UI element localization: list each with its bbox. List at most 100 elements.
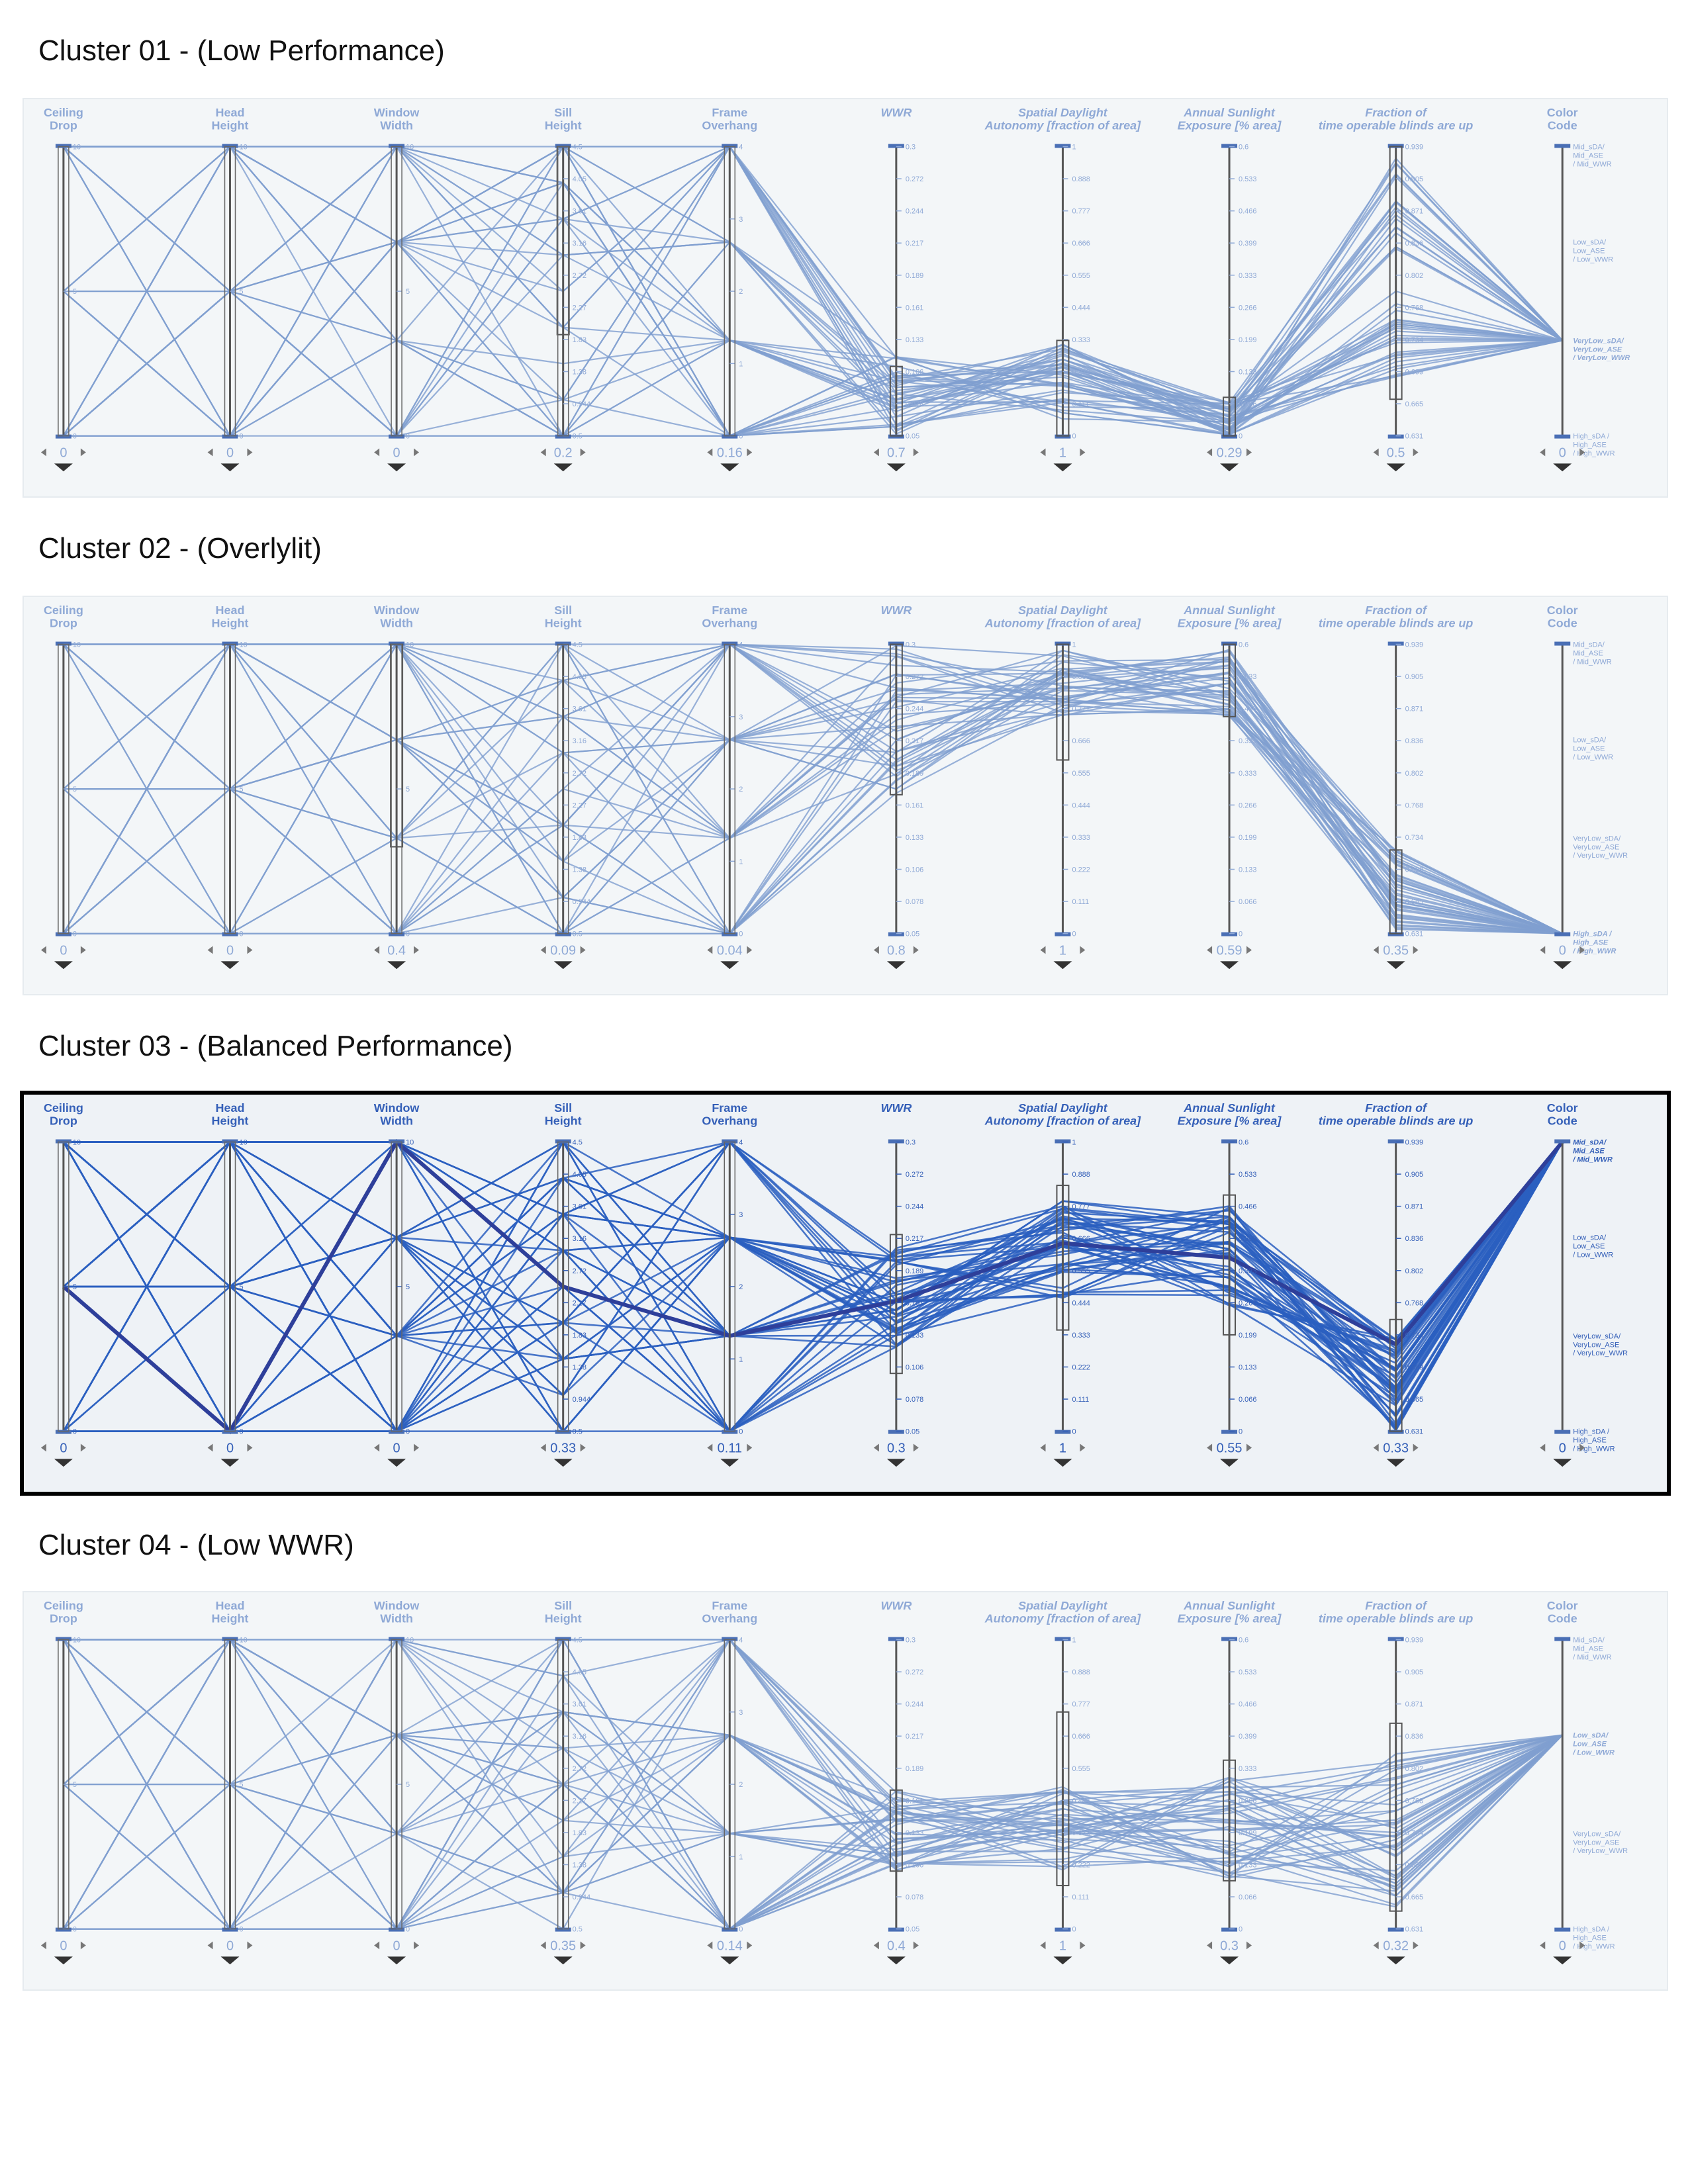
- range-value[interactable]: 0: [226, 1441, 234, 1455]
- dropdown-arrow-icon[interactable]: [553, 961, 573, 970]
- increase-arrow-icon[interactable]: [1246, 946, 1252, 954]
- highlighted-line[interactable]: [62, 1138, 1564, 1435]
- brush-selection[interactable]: [1223, 1759, 1237, 1882]
- dropdown-arrow-icon[interactable]: [1553, 1459, 1572, 1467]
- decrease-arrow-icon[interactable]: [374, 1941, 380, 1950]
- range-value[interactable]: 0.3: [1220, 1938, 1239, 1953]
- decrease-arrow-icon[interactable]: [1040, 1941, 1046, 1950]
- range-value[interactable]: 0.32: [1383, 1938, 1409, 1953]
- brush-selection[interactable]: [889, 1234, 903, 1375]
- decrease-arrow-icon[interactable]: [207, 1443, 213, 1452]
- dropdown-arrow-icon[interactable]: [1053, 463, 1072, 472]
- decrease-arrow-icon[interactable]: [1040, 1443, 1046, 1452]
- range-value[interactable]: 0: [1559, 445, 1566, 460]
- range-value[interactable]: 0: [60, 1441, 67, 1455]
- dropdown-arrow-icon[interactable]: [220, 961, 240, 970]
- increase-arrow-icon[interactable]: [1246, 1443, 1252, 1452]
- axis-wwr[interactable]: WWR 0.05 0.078 0.106 0.133 0.161 0.189 0.217 0.2…: [873, 1101, 923, 1467]
- increase-arrow-icon[interactable]: [414, 946, 420, 954]
- range-value[interactable]: 0.35: [550, 1938, 576, 1953]
- decrease-arrow-icon[interactable]: [1373, 946, 1379, 954]
- range-value[interactable]: 0: [60, 1938, 67, 1953]
- increase-arrow-icon[interactable]: [247, 448, 253, 457]
- increase-arrow-icon[interactable]: [1579, 1941, 1585, 1950]
- decrease-arrow-icon[interactable]: [40, 448, 46, 457]
- dropdown-arrow-icon[interactable]: [553, 1459, 573, 1467]
- dropdown-arrow-icon[interactable]: [387, 1459, 406, 1467]
- dropdown-arrow-icon[interactable]: [1386, 961, 1405, 970]
- decrease-arrow-icon[interactable]: [540, 448, 546, 457]
- dropdown-arrow-icon[interactable]: [720, 1956, 739, 1965]
- range-value[interactable]: 1: [1059, 1441, 1066, 1455]
- dropdown-arrow-icon[interactable]: [1553, 961, 1572, 970]
- increase-arrow-icon[interactable]: [247, 946, 253, 954]
- increase-arrow-icon[interactable]: [414, 1941, 420, 1950]
- increase-arrow-icon[interactable]: [580, 448, 586, 457]
- increase-arrow-icon[interactable]: [580, 1941, 586, 1950]
- brush-selection[interactable]: [1056, 1185, 1070, 1331]
- increase-arrow-icon[interactable]: [747, 448, 753, 457]
- dropdown-arrow-icon[interactable]: [720, 1459, 739, 1467]
- increase-arrow-icon[interactable]: [747, 1443, 753, 1452]
- increase-arrow-icon[interactable]: [1579, 1443, 1585, 1452]
- parallel-chart-1[interactable]: Ceiling Drop 0 5 10 0 Head Height 0 5 10 0 Window Wid…: [23, 98, 1668, 498]
- dropdown-arrow-icon[interactable]: [54, 1956, 73, 1965]
- dropdown-arrow-icon[interactable]: [720, 463, 739, 472]
- dropdown-arrow-icon[interactable]: [1553, 463, 1572, 472]
- brush-selection[interactable]: [1223, 1194, 1237, 1336]
- increase-arrow-icon[interactable]: [913, 1443, 919, 1452]
- range-value[interactable]: 0.14: [717, 1938, 743, 1953]
- dropdown-arrow-icon[interactable]: [1053, 1956, 1072, 1965]
- decrease-arrow-icon[interactable]: [1207, 946, 1213, 954]
- parallel-chart-2[interactable]: Ceiling Drop 0 5 10 0 Head Height 0 5 10 0 Window Wid…: [23, 596, 1668, 995]
- increase-arrow-icon[interactable]: [913, 1941, 919, 1950]
- decrease-arrow-icon[interactable]: [1373, 448, 1379, 457]
- dropdown-arrow-icon[interactable]: [387, 463, 406, 472]
- parallel-chart-4[interactable]: Ceiling Drop 0 5 10 0 Head Height 0 5 10 0 Window Wid…: [23, 1591, 1668, 1991]
- decrease-arrow-icon[interactable]: [1373, 1941, 1379, 1950]
- range-value[interactable]: 0: [226, 943, 234, 958]
- decrease-arrow-icon[interactable]: [374, 946, 380, 954]
- decrease-arrow-icon[interactable]: [40, 1941, 46, 1950]
- dropdown-arrow-icon[interactable]: [1386, 1956, 1405, 1965]
- increase-arrow-icon[interactable]: [1080, 946, 1086, 954]
- decrease-arrow-icon[interactable]: [540, 1443, 546, 1452]
- dropdown-arrow-icon[interactable]: [886, 1956, 906, 1965]
- increase-arrow-icon[interactable]: [1246, 1941, 1252, 1950]
- range-value[interactable]: 0: [226, 445, 234, 460]
- axis-wwr[interactable]: WWR 0.05 0.078 0.106 0.133 0.161 0.189 0.217 0.2…: [873, 604, 923, 970]
- decrease-arrow-icon[interactable]: [1207, 448, 1213, 457]
- range-value[interactable]: 0.04: [717, 943, 743, 958]
- range-value[interactable]: 0: [393, 445, 400, 460]
- decrease-arrow-icon[interactable]: [540, 946, 546, 954]
- dropdown-arrow-icon[interactable]: [1386, 1459, 1405, 1467]
- brush-selection[interactable]: [1223, 396, 1237, 437]
- increase-arrow-icon[interactable]: [1579, 448, 1585, 457]
- brush-selection[interactable]: [1389, 849, 1403, 934]
- range-value[interactable]: 0.29: [1217, 445, 1243, 460]
- range-value[interactable]: 0: [1559, 1938, 1566, 1953]
- increase-arrow-icon[interactable]: [80, 448, 86, 457]
- parallel-chart-3[interactable]: Ceiling Drop 0 5 10 0 Head Height 0 5 10 0 Window Wid…: [20, 1091, 1671, 1496]
- range-value[interactable]: 0.8: [887, 943, 906, 958]
